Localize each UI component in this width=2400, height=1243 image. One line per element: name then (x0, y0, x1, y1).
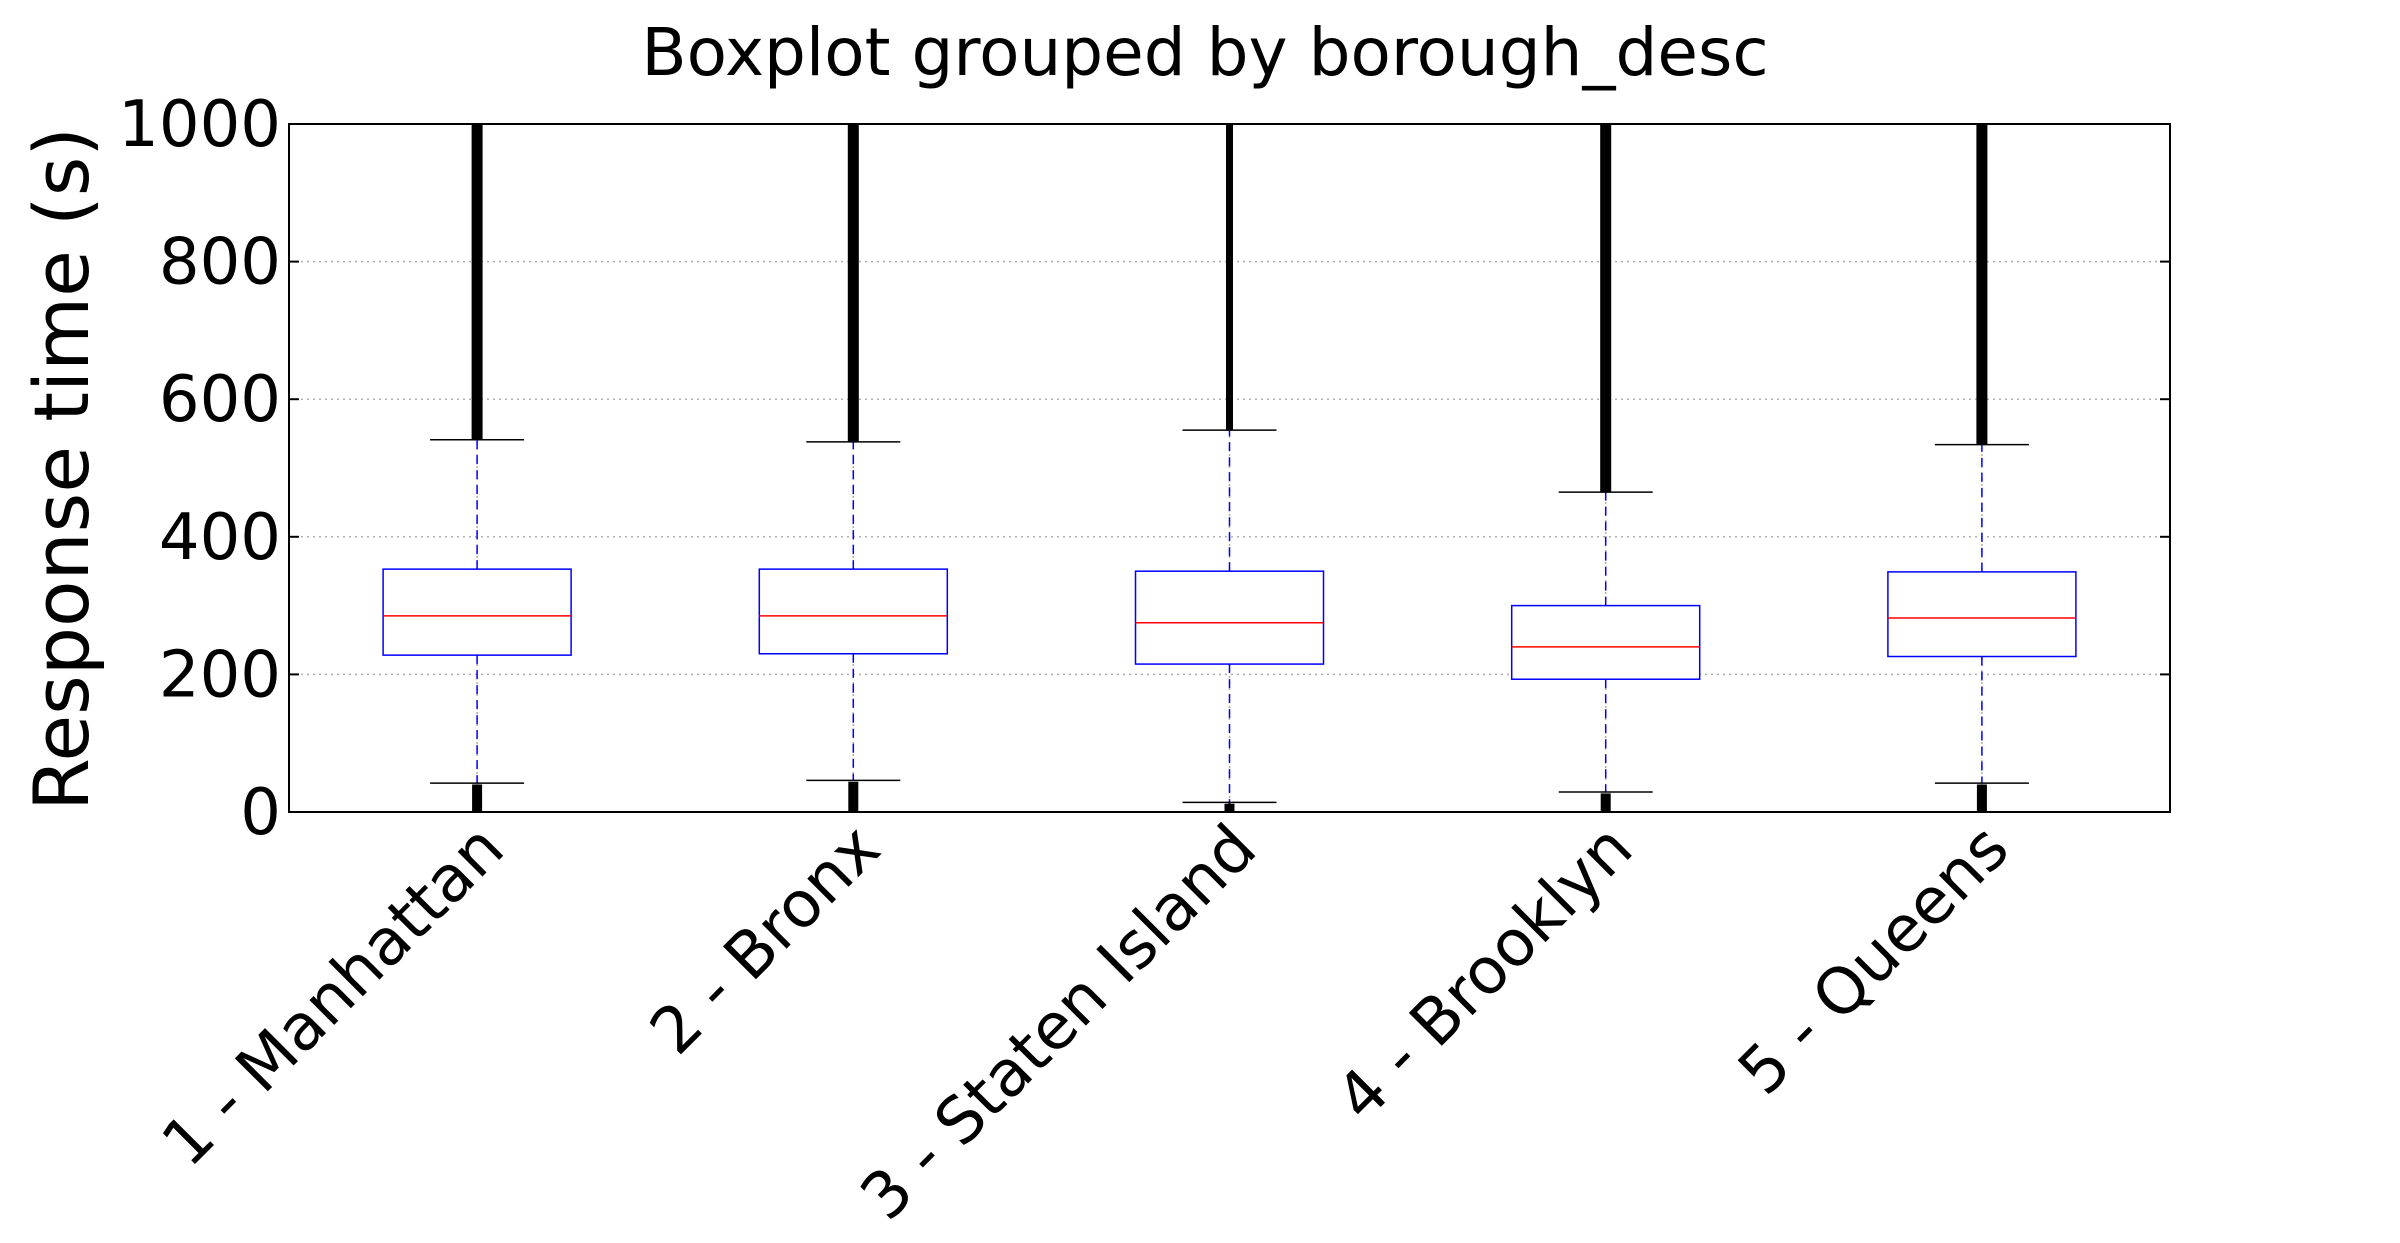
box-5 (1887, 124, 2077, 812)
y-axis-ticks: 0 200 400 600 800 1000 (118, 88, 2170, 850)
box-4 (1510, 124, 1701, 812)
box-iqr (382, 568, 572, 656)
fliers-high (471, 124, 483, 440)
fliers-high (1976, 124, 1988, 445)
y-tick-label: 1000 (118, 88, 281, 162)
chart-title: Boxplot grouped by borough_desc (641, 14, 1768, 91)
y-tick-label: 600 (159, 363, 281, 437)
box-2 (758, 124, 949, 812)
y-tick-label: 400 (159, 501, 281, 575)
x-tick-label: 4 - Brooklyn (1323, 811, 1647, 1135)
y-tick-label: 0 (240, 776, 281, 850)
boxes (382, 124, 2077, 812)
fliers-low (1976, 784, 1987, 812)
box-iqr (1510, 604, 1701, 680)
x-tick-label: 5 - Queens (1725, 811, 2023, 1109)
box-iqr (1134, 570, 1325, 665)
y-tick-label: 800 (159, 226, 281, 300)
box-1 (382, 124, 572, 812)
box-iqr (1887, 571, 2077, 658)
fliers-high (847, 124, 859, 442)
box-3 (1134, 124, 1325, 812)
x-tick-label: 1 - Manhattan (148, 811, 518, 1181)
y-axis-label: Response time (s) (17, 127, 106, 811)
fliers-low (848, 781, 859, 812)
fliers-high (1226, 124, 1233, 431)
y-tick-label: 200 (159, 638, 281, 712)
box-iqr (758, 568, 949, 655)
x-tick-label: 3 - Staten Island (847, 811, 1271, 1235)
x-tick-label: 2 - Bronx (637, 811, 895, 1069)
fliers-low (472, 784, 483, 812)
fliers-high (1600, 124, 1612, 493)
